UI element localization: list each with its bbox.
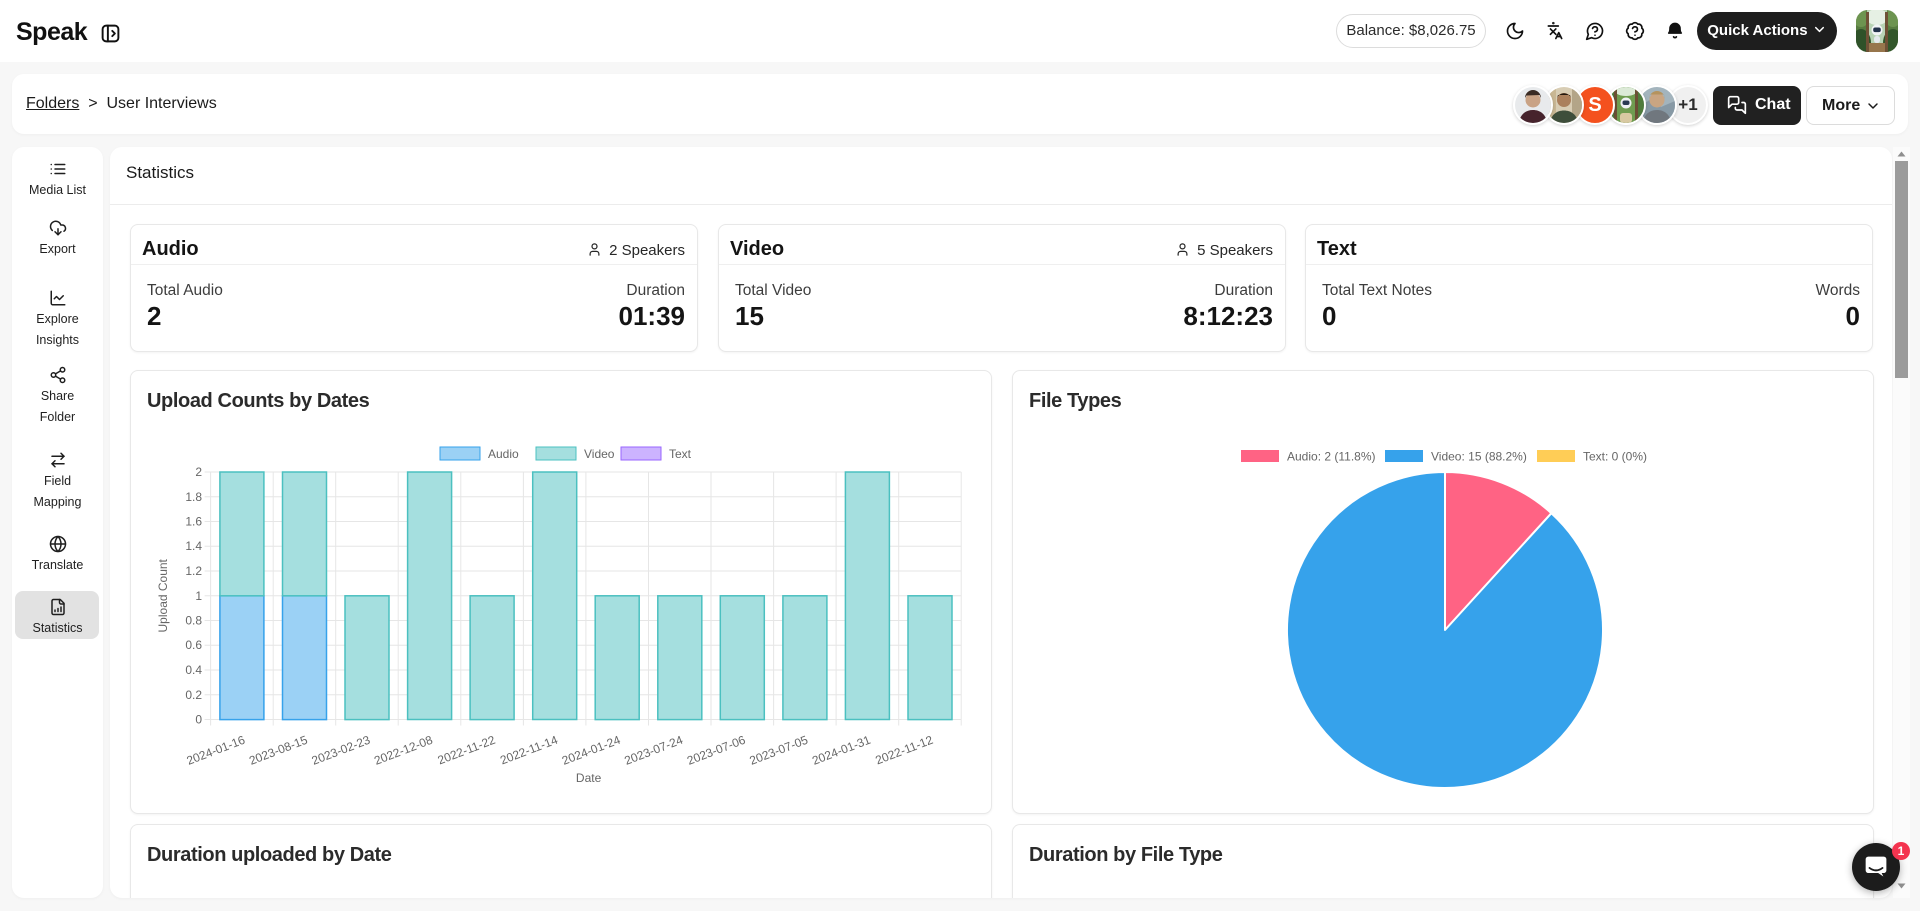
svg-text:2023-08-15: 2023-08-15 — [247, 733, 310, 768]
svg-text:0.2: 0.2 — [185, 688, 202, 702]
svg-text:2023-07-06: 2023-07-06 — [685, 733, 748, 768]
svg-text:2022-11-14: 2022-11-14 — [498, 733, 560, 768]
svg-text:2023-07-24: 2023-07-24 — [622, 733, 685, 768]
svg-text:2024-01-24: 2024-01-24 — [560, 733, 623, 768]
svg-text:1.2: 1.2 — [185, 564, 202, 578]
svg-text:Video: Video — [584, 447, 615, 461]
svg-text:1.4: 1.4 — [185, 539, 202, 553]
svg-text:1.6: 1.6 — [185, 515, 202, 529]
svg-text:2022-11-22: 2022-11-22 — [436, 733, 498, 768]
svg-text:0: 0 — [195, 713, 202, 727]
svg-text:Video: 15 (88.2%): Video: 15 (88.2%) — [1431, 450, 1527, 464]
svg-text:0.4: 0.4 — [185, 663, 202, 677]
svg-text:Audio: Audio — [488, 447, 519, 461]
svg-text:Text: 0 (0%): Text: 0 (0%) — [1583, 450, 1647, 464]
svg-text:1.8: 1.8 — [185, 490, 202, 504]
svg-text:2022-12-08: 2022-12-08 — [372, 733, 435, 768]
svg-text:2023-07-05: 2023-07-05 — [748, 733, 811, 768]
svg-text:2022-11-12: 2022-11-12 — [873, 733, 935, 768]
svg-text:Audio: 2 (11.8%): Audio: 2 (11.8%) — [1287, 450, 1376, 464]
svg-text:0.6: 0.6 — [185, 638, 202, 652]
svg-text:0.8: 0.8 — [185, 614, 202, 628]
svg-text:2024-01-31: 2024-01-31 — [810, 733, 873, 768]
svg-text:Text: Text — [669, 447, 692, 461]
svg-text:Date: Date — [576, 771, 602, 785]
svg-text:1: 1 — [195, 589, 202, 603]
svg-text:2023-02-23: 2023-02-23 — [310, 733, 373, 768]
svg-text:Upload Count: Upload Count — [156, 558, 170, 632]
svg-text:2: 2 — [195, 465, 202, 479]
svg-text:2024-01-16: 2024-01-16 — [185, 733, 248, 768]
